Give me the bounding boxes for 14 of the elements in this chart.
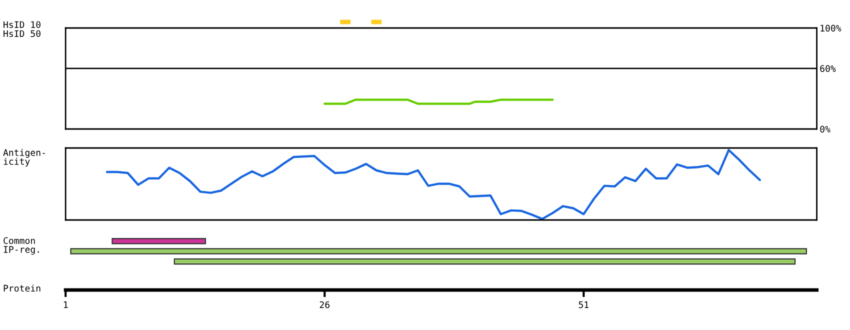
x-tick-label: 26 — [320, 301, 330, 308]
y-tick-label: 100% — [820, 24, 842, 32]
y-tick-label: 0% — [820, 126, 830, 133]
x-tick-label: 1 — [64, 301, 68, 308]
y-tick-label: 60% — [820, 65, 836, 72]
x-tick-label: 51 — [578, 301, 588, 308]
y-axis-title: Antigen- icity — [3, 149, 45, 167]
y-axis-title: Common IP-reg. — [4, 237, 39, 255]
y-axis-title: HsID 50 — [4, 30, 40, 38]
x-axis-title: Protein — [4, 284, 40, 292]
bar — [174, 258, 796, 265]
bar — [70, 248, 807, 254]
y-axis-title: HsID 10 — [4, 21, 40, 28]
bar — [112, 238, 206, 244]
